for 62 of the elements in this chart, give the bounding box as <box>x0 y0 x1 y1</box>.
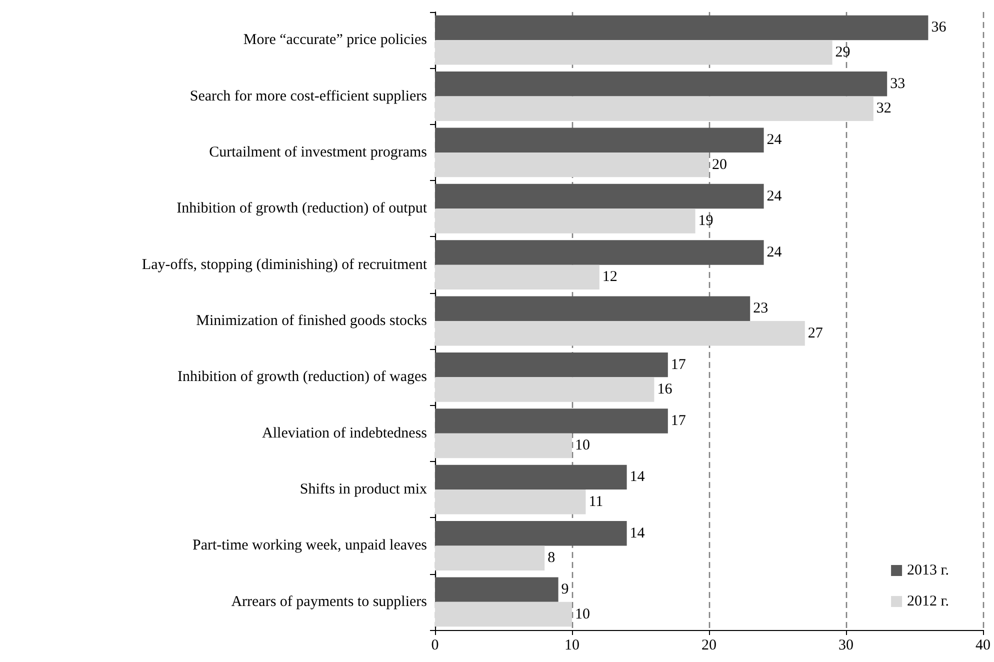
data-label: 20 <box>712 156 727 173</box>
bar <box>435 602 572 627</box>
y-tick-label: Shifts in product mix <box>300 482 428 498</box>
bar <box>435 321 805 346</box>
y-tick-label: More “accurate” price policies <box>243 32 428 48</box>
data-label: 36 <box>931 20 947 36</box>
bar <box>435 352 668 378</box>
legend-label: 2013 г. <box>907 562 950 578</box>
data-label: 27 <box>808 325 824 342</box>
data-label: 24 <box>766 188 782 204</box>
bar <box>435 464 627 490</box>
bar <box>435 96 874 121</box>
y-tick-label: Alleviation of indebtedness <box>262 425 428 442</box>
data-label: 9 <box>561 582 569 598</box>
x-tick-label: 30 <box>838 638 854 654</box>
bar <box>435 577 558 602</box>
y-tick-label: Arrears of payments to suppliers <box>231 594 428 610</box>
data-label: 14 <box>630 525 646 542</box>
data-label: 33 <box>890 76 906 92</box>
bar <box>435 128 764 152</box>
data-label: 10 <box>575 438 590 454</box>
data-label: 24 <box>766 244 782 260</box>
y-tick-label: Curtailment of investment programs <box>209 144 428 160</box>
data-label: 8 <box>548 550 556 566</box>
bar <box>435 490 586 514</box>
y-tick-label: Inhibition of growth (reduction) of wages <box>177 369 428 386</box>
bar <box>435 184 764 209</box>
data-label: 11 <box>588 494 604 510</box>
bar <box>435 72 888 96</box>
bar <box>435 377 654 402</box>
y-tick-label: Inhibition of growth (reduction) of output <box>176 200 428 217</box>
data-label: 17 <box>670 413 686 430</box>
y-tick-label: Lay-offs, stopping (diminishing) of recruitment <box>142 256 428 273</box>
bar <box>435 240 764 265</box>
bar <box>435 152 709 178</box>
bar <box>435 15 928 40</box>
data-label: 23 <box>753 300 768 317</box>
bar <box>435 40 832 65</box>
bar <box>435 296 750 321</box>
x-tick-label: 0 <box>431 638 439 654</box>
data-label: 32 <box>876 100 892 117</box>
legend-label: 2012 г. <box>907 594 950 610</box>
y-tick-label: Minimization of finished goods stocks <box>196 313 428 329</box>
y-tick-label: Search for more cost-efficient suppliers <box>190 88 428 104</box>
x-tick-label: 20 <box>702 638 716 654</box>
data-label: 17 <box>670 356 686 373</box>
data-label: 14 <box>630 469 646 486</box>
bar <box>435 521 627 546</box>
data-label: 24 <box>766 132 782 148</box>
data-label: 10 <box>575 606 590 622</box>
bar <box>435 546 545 570</box>
x-tick-label: 10 <box>564 638 580 654</box>
bar <box>435 264 600 290</box>
data-label: 19 <box>698 212 714 229</box>
bar <box>435 408 668 434</box>
bar <box>435 208 696 234</box>
data-label: 12 <box>602 269 618 286</box>
data-label: 29 <box>835 44 850 60</box>
data-label: 16 <box>657 382 673 398</box>
x-tick-label: 40 <box>976 638 990 654</box>
y-tick-label: Part-time working week, unpaid leaves <box>192 538 428 554</box>
bar <box>435 433 572 458</box>
